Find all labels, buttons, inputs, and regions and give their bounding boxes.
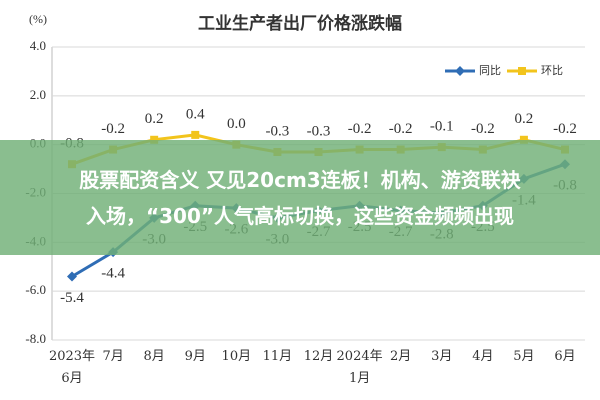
marker — [191, 130, 200, 139]
marker — [519, 135, 528, 144]
marker — [67, 271, 77, 282]
value-label: 0.0 — [227, 116, 246, 132]
marker — [150, 135, 159, 144]
value-label: 0.2 — [145, 111, 164, 127]
x-tick-label: 2023年 6月 — [48, 349, 96, 386]
x-tick-label: 10月 — [221, 349, 252, 364]
y-tick-label: 2.0 — [30, 87, 46, 102]
x-tick-label: 2024年 1月 — [336, 349, 383, 386]
y-tick-label: 4.0 — [30, 38, 46, 53]
banner-line: 入场，“300”人气高标切换，这些资金频频出现 — [85, 203, 515, 228]
value-label: -0.2 — [348, 121, 372, 137]
banner: 股票配资含义 又见20cm3连板！机构、游资联袂 入场，“300”人气高标切换，… — [0, 140, 600, 255]
legend-marker — [455, 66, 465, 76]
x-tick-label: 3月 — [431, 349, 453, 364]
value-label: -0.3 — [307, 123, 331, 139]
x-tick-label: 8月 — [143, 349, 165, 364]
x-tick-label: 6月 — [554, 349, 576, 364]
y-tick-label: -6.0 — [25, 282, 46, 297]
value-label: -0.3 — [266, 123, 290, 139]
legend-label: 同比 — [479, 64, 501, 77]
x-tick-label: 2月 — [390, 349, 412, 364]
x-tick-label: 11月 — [262, 349, 293, 364]
x-tick-label: 5月 — [513, 349, 535, 364]
x-tick-label: 9月 — [184, 349, 206, 364]
value-label: -0.2 — [553, 121, 577, 137]
y-unit: (%) — [29, 12, 47, 26]
y-tick-label: -8.0 — [25, 331, 46, 346]
banner-line: 股票配资含义 又见20cm3连板！机构、游资联袂 — [79, 167, 521, 192]
value-label: -5.4 — [60, 290, 84, 306]
legend-label: 环比 — [541, 64, 563, 77]
x-tick-label: 7月 — [102, 349, 124, 364]
x-tick-label: 12月 — [303, 349, 334, 364]
value-label: -0.2 — [101, 121, 125, 137]
value-label: -0.1 — [430, 119, 454, 135]
legend-marker — [518, 67, 526, 75]
value-label: -4.4 — [101, 266, 125, 282]
value-label: -0.2 — [389, 121, 413, 137]
value-label: 0.4 — [186, 106, 205, 122]
value-label: -0.2 — [471, 121, 495, 137]
x-tick-label: 4月 — [472, 349, 494, 364]
chart-title: 工业生产者出厂价格涨跌幅 — [198, 13, 402, 34]
value-label: 0.2 — [515, 111, 534, 127]
